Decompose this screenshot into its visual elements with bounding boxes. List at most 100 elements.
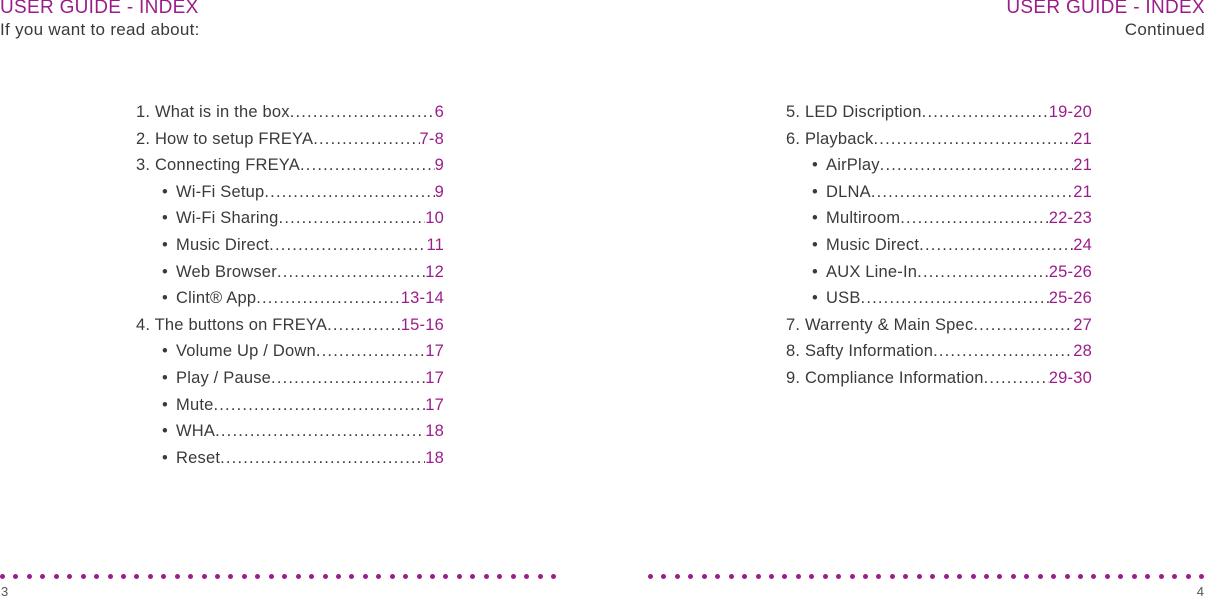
divider-dot [282,573,288,579]
index-entry-label: WHA [176,422,216,441]
divider-dot [997,573,1003,579]
index-entry-label: Play / Pause [176,368,272,387]
index-entry-label: USB [826,289,861,308]
divider-dot [107,573,113,579]
index-entry-page: 22-23 [1048,209,1092,228]
index-entry: 3. Connecting FREYA 9 [136,152,444,179]
divider-dot [228,573,234,579]
bullet-icon: • [162,235,168,254]
divider-dot [80,573,86,579]
bullet-icon: • [162,262,168,281]
bullet-icon: • [812,182,818,201]
dot-leader [919,232,1073,259]
divider-dot [362,573,368,579]
divider-dot [349,573,355,579]
divider-dot [430,573,435,579]
bullet-icon: • [812,209,818,228]
dot-leader [973,312,1073,339]
index-entry-page: 27 [1073,315,1092,334]
divider-dot [524,573,530,579]
divider-dot [550,573,556,579]
dot-leader [874,126,1074,153]
index-entry: • Reset 18 [136,445,444,472]
divider-dot [1024,573,1030,579]
index-entry: 1. What is in the box 6 [136,99,444,126]
index-entry: • Wi-Fi Setup 9 [136,179,444,206]
divider-dot [903,573,909,579]
left-page-number: 3 [1,584,9,599]
divider-dot [983,573,989,579]
dot-leader [213,392,425,419]
index-entry-label: Multiroom [826,209,901,228]
divider-dot [768,573,774,579]
divider-dot [67,573,73,579]
index-entry-page: 29-30 [1048,368,1092,387]
dot-leader [933,338,1073,365]
index-entry-label: 2. How to setup FREYA [136,129,314,148]
index-entry: • Volume Up / Down 17 [136,338,444,365]
index-entry-page: 21 [1073,156,1092,175]
divider-dot [1064,573,1070,579]
index-entry-page: 11 [426,235,444,254]
index-entry-label: AUX Line-In [826,262,918,281]
index-entry: • WHA 18 [136,418,444,445]
divider-dot [876,573,882,579]
left-page-title: USER GUIDE - INDEX [0,0,199,18]
divider-dot [822,573,828,579]
divider-dot [648,573,653,579]
divider-dot [742,573,748,579]
index-entry-page: 25-26 [1048,262,1092,281]
divider-dot [755,573,761,579]
dot-leader [900,205,1049,232]
index-entry-label: Mute [176,395,214,414]
divider-dot [688,573,694,579]
divider-dot [674,573,680,579]
right-index-list: 5. LED Discription 19-20 6. Playback 21 • Air… [786,99,1092,392]
divider-dot [957,573,963,579]
index-entry: 2. How to setup FREYA 7-8 [136,126,444,153]
divider-dot [849,573,855,579]
bullet-icon: • [162,368,168,387]
index-entry-label: Music Direct [826,235,920,254]
divider-dot [403,573,409,579]
divider-dot [53,573,59,579]
divider-dot [782,573,788,579]
right-page-number: 4 [1196,584,1204,599]
divider-dot [836,573,842,579]
bullet-icon: • [162,209,168,228]
divider-dot [483,573,489,579]
index-entry-page: 6 [434,103,444,121]
right-page-title: USER GUIDE - INDEX [1006,0,1205,18]
divider-dot [809,573,815,579]
divider-dot [795,573,801,579]
divider-dot [1078,573,1083,579]
bullet-icon: • [812,235,818,254]
divider-dot [322,573,328,579]
index-entry-page: 21 [1073,129,1092,148]
divider-dot [943,573,949,579]
index-entry: • DLNA 21 [786,179,1092,206]
divider-dot [255,573,261,579]
index-entry: 7. Warrenty & Main Spec 27 [786,312,1092,339]
divider-dot [134,573,140,579]
divider-dot [174,573,180,579]
index-entry: • AirPlay 21 [786,152,1092,179]
index-entry-label: DLNA [826,182,871,201]
dot-leader [220,445,425,472]
dot-leader [290,99,435,126]
divider-dot [1091,573,1097,579]
divider-dot [715,573,721,579]
index-entry-page: 17 [425,342,444,361]
index-entry-page: 21 [1073,182,1092,201]
divider-dot [1051,573,1057,579]
index-entry-page: 19-20 [1048,103,1092,121]
divider-dot [1198,573,1204,579]
dot-leader [871,179,1073,206]
index-entry-label: 1. What is in the box [136,103,290,121]
divider-dot [161,573,167,579]
divider-dot [215,573,220,579]
index-entry-label: Web Browser [176,262,277,281]
index-entry-label: 5. LED Discription [786,103,922,121]
divider-dot [889,573,895,579]
divider-dot [470,573,476,579]
